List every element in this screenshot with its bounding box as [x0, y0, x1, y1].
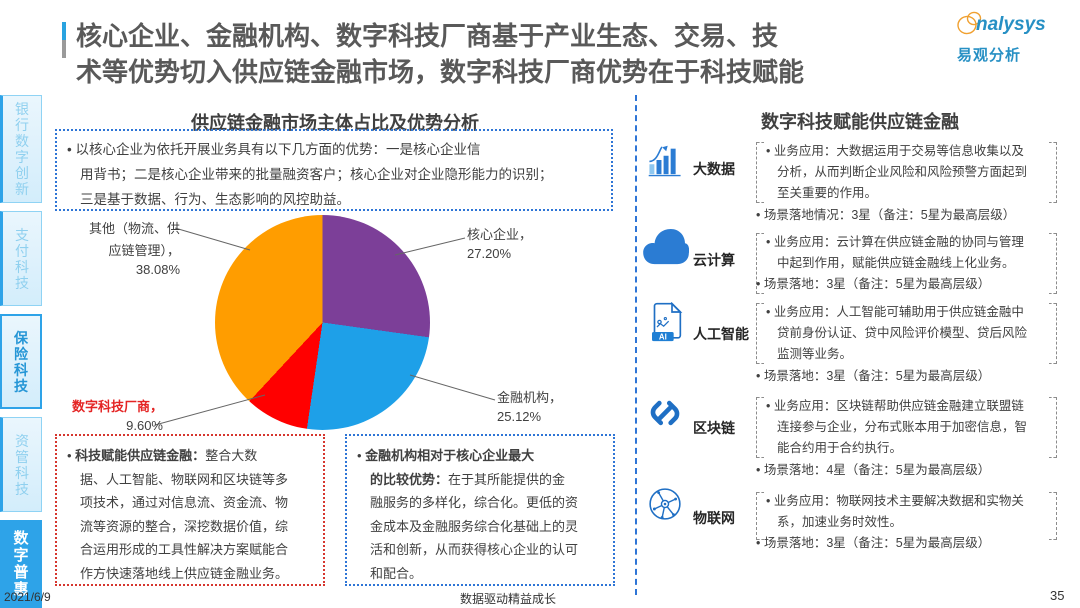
svg-text:nalysys: nalysys [976, 14, 1046, 35]
svg-text:AI: AI [659, 333, 667, 342]
